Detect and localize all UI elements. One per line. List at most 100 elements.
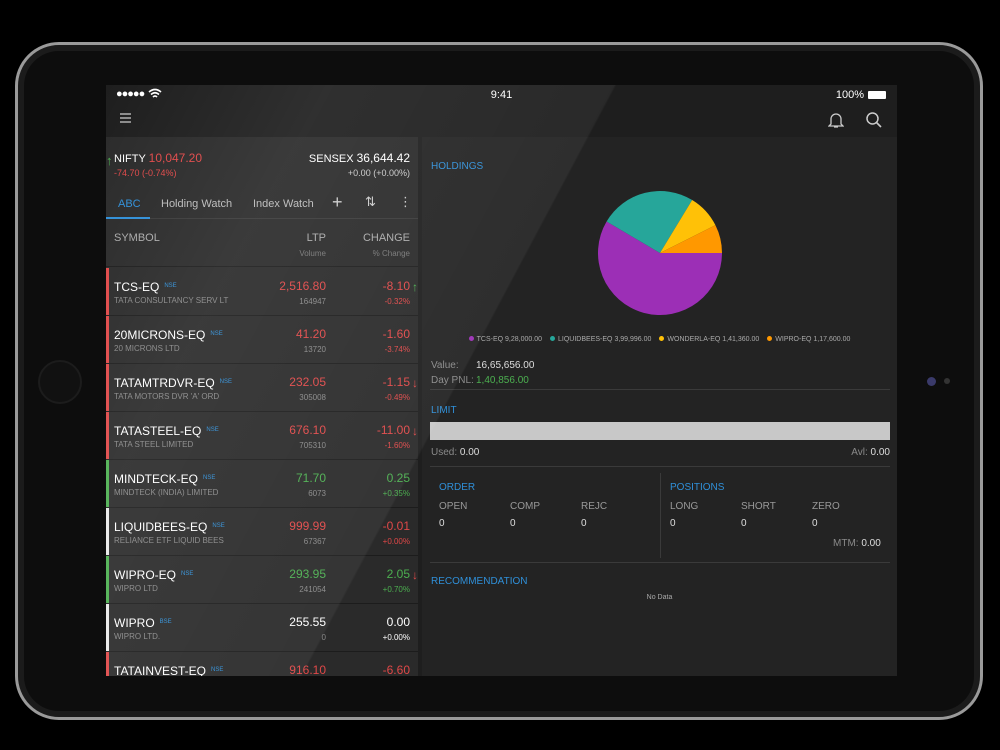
trend-arrow: ↑ [412, 280, 418, 294]
positions-value: 0 [670, 518, 676, 529]
screen: ●●●●● 9:41 100% ↑ NIFTY 10,047.20 -74.70 (… [106, 85, 897, 676]
more-button[interactable]: ⋮ [399, 194, 412, 209]
tabs: ABC Holding Watch Index Watch + ⇅ ⋮ [106, 189, 418, 219]
positions-column: LONG [670, 501, 699, 512]
tab[interactable]: Holding Watch [161, 198, 233, 210]
legend-label: WONDERLA-EQ [667, 336, 721, 343]
percent-change: -0.32% [384, 297, 410, 306]
trend-arrow: ↓ [412, 376, 418, 390]
column-header: SYMBOL LTP Volume CHANGE % Change [106, 221, 418, 267]
exchange: NSE [211, 667, 224, 673]
order-title: ORDER [439, 482, 476, 493]
positions-value: 0 [741, 518, 747, 529]
legend-item: LIQUIDBEES-EQ 3,99,996.00 [550, 336, 651, 343]
company: WIPRO LTD. [114, 632, 161, 641]
legend-label: LIQUIDBEES-EQ [558, 336, 613, 343]
home-button[interactable] [38, 360, 82, 404]
legend-swatch [550, 336, 556, 341]
ltp: 41.20 [295, 327, 326, 341]
watchlist-row[interactable]: 20MICRONS-EQ NSE 20 MICRONS LTD 41.20 13720 -… [106, 316, 418, 364]
sort-button[interactable]: ⇅ [365, 194, 376, 209]
positions-column: ZERO [812, 501, 840, 512]
watchlist-row[interactable]: TATASTEEL-EQ NSE TATA STEEL LIMITED 676.10 7… [106, 412, 418, 460]
divider [430, 562, 890, 563]
pie-slice[interactable] [598, 221, 722, 315]
legend-value: 1,41,360.00 [722, 336, 760, 343]
percent-change: +0.70% [382, 585, 410, 594]
volume: 13720 [303, 345, 326, 354]
mtm-label: MTM: 0.00 [833, 538, 881, 549]
ltp: 916.10 [289, 663, 326, 676]
positions-value: 0 [812, 518, 818, 529]
menu-button[interactable] [120, 113, 132, 123]
change-header: CHANGE [362, 232, 410, 244]
symbol: TATASTEEL-EQ [114, 424, 202, 438]
symbol-line: TATAINVEST-EQ NSE [114, 662, 223, 676]
legend-label: TCS-EQ [476, 336, 504, 343]
symbol: LIQUIDBEES-EQ [114, 520, 208, 534]
order-column: COMP [510, 501, 540, 512]
symbol: TATAMTRDVR-EQ [114, 376, 215, 390]
percent-change: +0.35% [382, 489, 410, 498]
watchlist-row[interactable]: WIPRO-EQ NSE WIPRO LTD 293.95 241054 2.05 +0.7… [106, 556, 418, 604]
watchlist-row[interactable]: MINDTECK-EQ NSE MINDTECK (INDIA) LIMITED 71… [106, 460, 418, 508]
company: TATA CONSULTANCY SERV LT [114, 296, 229, 305]
camera [927, 377, 936, 386]
notification-button[interactable] [828, 111, 844, 129]
tab[interactable]: Index Watch [253, 198, 314, 210]
available-label-text: Avl: [851, 447, 868, 458]
index-name: SENSEX [308, 153, 354, 165]
mtm-value: 0.00 [861, 538, 881, 549]
trend-bar [106, 652, 109, 676]
exchange: NSE [212, 523, 225, 529]
index-change-value: -74.70 [114, 168, 140, 178]
positions-column: SHORT [741, 501, 776, 512]
pie-slice[interactable] [606, 190, 693, 253]
order-value: 0 [510, 518, 516, 529]
volume: 305008 [299, 393, 326, 402]
change: -8.10 [382, 279, 410, 293]
symbol-line: TATAMTRDVR-EQ NSE [114, 374, 232, 392]
exchange: NSE [206, 427, 219, 433]
watchlist-row[interactable]: TCS-EQ NSE TATA CONSULTANCY SERV LT 2,516.8… [106, 268, 418, 316]
exchange: NSE [219, 379, 233, 385]
watchlist-row[interactable]: TATAMTRDVR-EQ NSE TATA MOTORS DVR 'A' ORD 2… [106, 364, 418, 412]
volume: 241054 [299, 585, 326, 594]
ltp: 71.70 [295, 471, 326, 485]
pie-legend: TCS-EQ 9,28,000.00 LIQUIDBEES-EQ 3,99,996… [422, 336, 897, 343]
trend-bar [106, 556, 109, 603]
divider [660, 473, 661, 558]
watchlist-row[interactable]: TATAINVEST-EQ NSE 916.10 -6.60 [106, 652, 418, 676]
trend-arrow: ↓ [412, 424, 418, 438]
trend-bar [106, 364, 109, 411]
watchlist-row[interactable]: WIPRO BSE WIPRO LTD. 255.55 0 0.00 +0.00% [106, 604, 418, 652]
index-value: 10,047.20 [148, 151, 203, 165]
pie-slice[interactable] [660, 225, 722, 253]
used-value: 0.00 [459, 447, 480, 458]
percent-change: -1.60% [384, 441, 410, 450]
search-button[interactable] [865, 111, 883, 129]
legend-label: WIPRO-EQ [775, 336, 812, 343]
trend-bar [106, 316, 109, 363]
symbol-line: TATASTEEL-EQ NSE [114, 422, 219, 440]
exchange: NSE [164, 283, 177, 289]
index-line: NIFTY 10,047.20 [114, 151, 202, 165]
watchlist-row[interactable]: LIQUIDBEES-EQ NSE RELIANCE ETF LIQUID BEES… [106, 508, 418, 556]
divider [430, 466, 890, 467]
tab[interactable]: ABC [118, 198, 141, 210]
percent-header: % Change [372, 249, 410, 258]
no-data: No Data [646, 594, 673, 601]
volume: 705310 [299, 441, 326, 450]
watchlist: TCS-EQ NSE TATA CONSULTANCY SERV LT 2,516.8… [106, 268, 418, 676]
order-column: REJC [581, 501, 608, 512]
add-button[interactable]: + [332, 192, 343, 212]
change: 0.00 [386, 615, 410, 629]
change: -1.60 [382, 327, 410, 341]
company: 20 MICRONS LTD [114, 344, 180, 353]
mtm-label-text: MTM: [833, 538, 859, 549]
symbol: 20MICRONS-EQ [114, 328, 206, 342]
signal: ●●●●● [116, 88, 145, 100]
pie-slice[interactable] [660, 199, 716, 253]
index-change: +0.00 (+0.00%) [348, 168, 410, 178]
